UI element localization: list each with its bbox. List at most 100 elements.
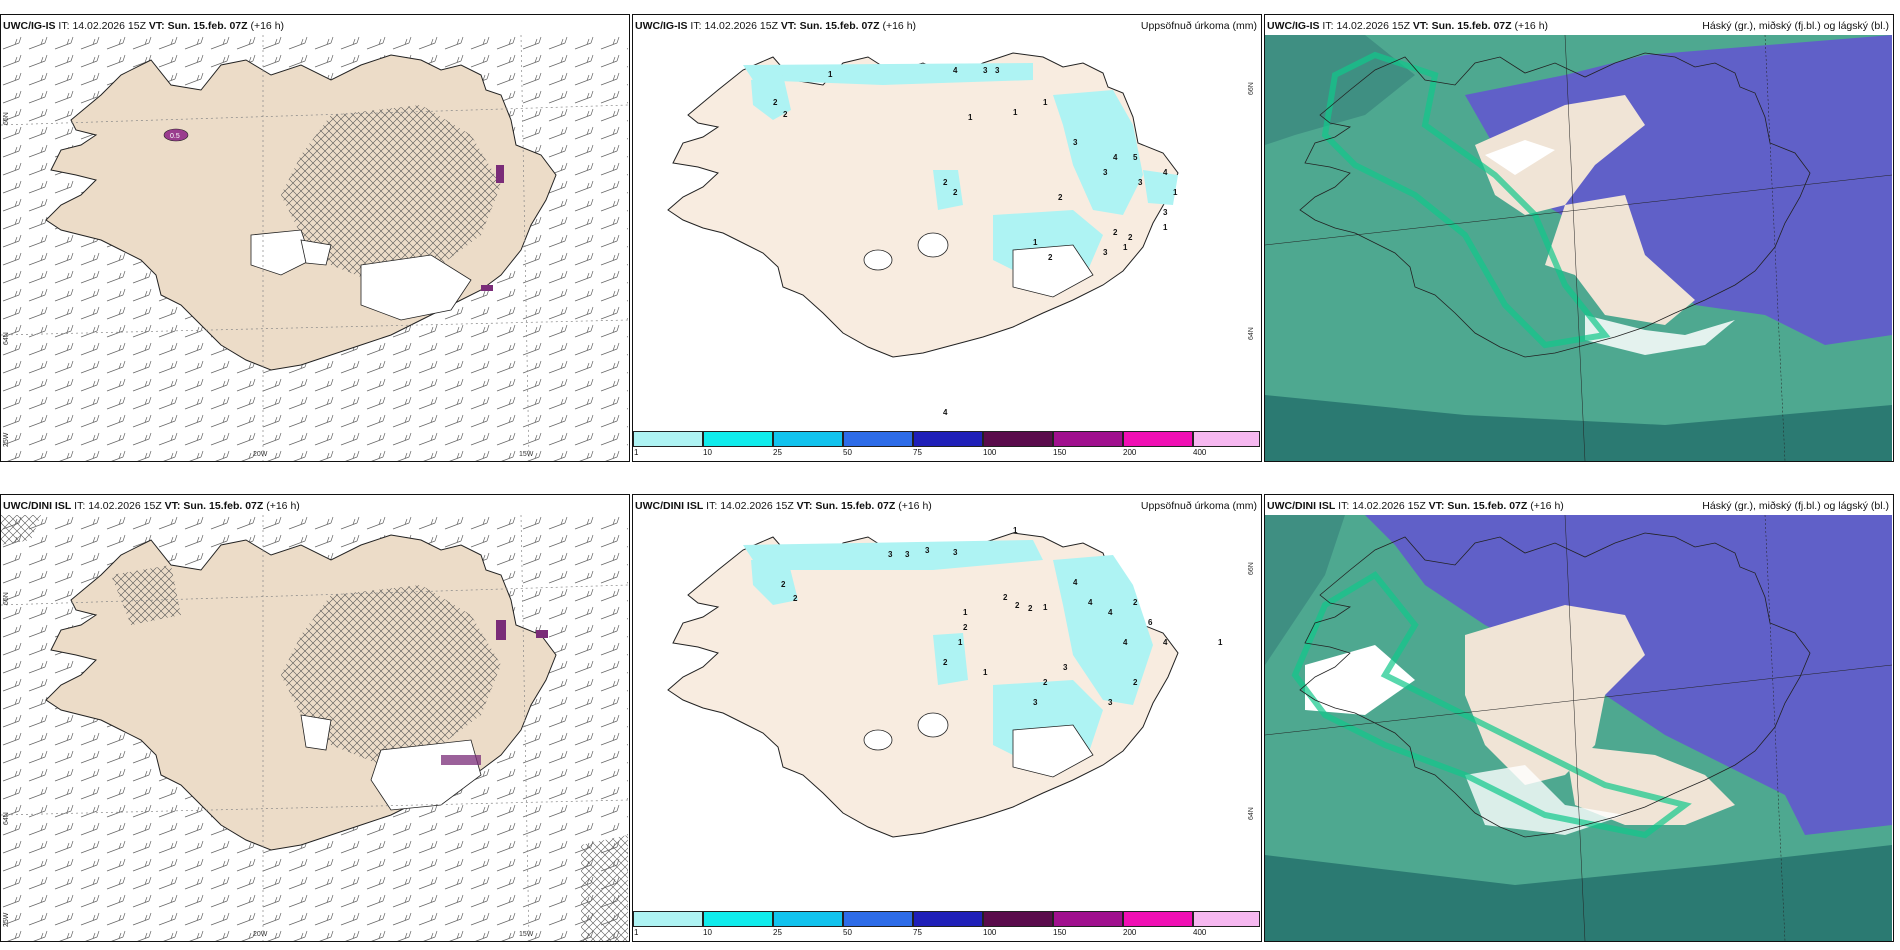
mid-cloud	[1365, 515, 1892, 835]
precip-value: 2	[943, 658, 948, 667]
precip-value: 3	[1103, 168, 1108, 177]
precip-value: 3	[1163, 208, 1168, 217]
precip-hatch	[281, 585, 501, 765]
precip-value: 2	[773, 98, 778, 107]
precip-hatch	[1, 515, 41, 545]
it-label: IT:	[706, 500, 718, 512]
longitude-line	[1564, 35, 1586, 461]
colorbar-segment	[1193, 911, 1260, 927]
precip-high-value: 0.5	[170, 133, 180, 140]
vt-label: VT:	[1412, 20, 1429, 32]
precip-value: 4	[1108, 608, 1113, 617]
precip-value: 4	[943, 408, 948, 417]
cloud-title: Háský (gr.), miðský (fj.bl.) og lágský (…	[1702, 500, 1889, 512]
lead-time: (+16 h)	[250, 20, 285, 32]
colorbar-tick: 75	[913, 928, 922, 937]
glacier	[863, 729, 893, 751]
clear-sea	[1265, 845, 1892, 941]
precip-title: Uppsöfnuð úrkoma (mm)	[1140, 500, 1257, 512]
longitude-line	[520, 35, 530, 461]
lead-time: (+16 h)	[1514, 20, 1549, 32]
high-cloud	[1585, 315, 1735, 355]
colorbar-tick: 200	[1123, 928, 1137, 937]
glacier	[360, 254, 472, 321]
precip-value: 1	[963, 608, 968, 617]
lead-time: (+16 h)	[898, 500, 932, 512]
lon-label: 15W	[519, 451, 534, 458]
precip-value: 2	[1128, 233, 1133, 242]
precip-area	[743, 540, 1043, 570]
glacier	[1012, 244, 1094, 298]
lat-label: 66N	[3, 112, 10, 125]
precip-map: 1 3 3 3 3 2 2 1 4 2 2 2 1 4 4 2 6 4 4 1 …	[667, 526, 1223, 838]
low-cloud	[1265, 515, 1345, 665]
precip-value: 1	[1033, 238, 1038, 247]
panel-header: UWC/DINI ISL IT: 14.02.2026 15Z VT: Sun.…	[1267, 497, 1891, 515]
it-label: IT:	[690, 20, 702, 32]
precip-value: 1	[1123, 243, 1128, 252]
wind-map	[1, 515, 628, 941]
precip-area	[1053, 90, 1143, 215]
vt-label: VT:	[780, 20, 797, 32]
lon-label: 20W	[253, 451, 268, 458]
precip-high-spot	[163, 128, 189, 142]
lat-label: 64N	[3, 332, 10, 345]
precip-value: 1	[828, 70, 833, 79]
vt-value: Sun. 15.feb. 07Z	[815, 500, 896, 512]
model-name: UWC/IG-IS	[1267, 20, 1320, 32]
precip-area	[1053, 555, 1153, 705]
lon-label: 15W	[519, 931, 534, 938]
high-cloud	[1485, 140, 1555, 175]
colorbar-segment	[773, 431, 843, 447]
colorbar-tick: 400	[1193, 448, 1207, 457]
model-name: UWC/IG-IS	[3, 20, 56, 32]
colorbar-segment	[843, 911, 913, 927]
model-name: UWC/DINI ISL	[1267, 500, 1336, 512]
precip-value: 1	[1163, 223, 1168, 232]
precip-value: 4	[1163, 168, 1168, 177]
lon-label: 25W	[3, 912, 10, 927]
precip-hatch	[281, 105, 501, 285]
precip-value: 2	[1028, 604, 1033, 613]
precip-area	[933, 633, 968, 685]
colorbar-segment	[703, 911, 773, 927]
precip-value: 3	[995, 66, 1000, 75]
precip-value: 3	[1033, 698, 1038, 707]
iceland-coastline	[1299, 532, 1811, 838]
lon-label: 20W	[253, 931, 268, 938]
precip-area	[743, 63, 1033, 85]
precip-value: 3	[905, 550, 910, 559]
vt-value: Sun. 15.feb. 07Z	[1431, 20, 1512, 32]
precip-title: Uppsöfnuð úrkoma (mm)	[1140, 20, 1257, 32]
precip-value: 1	[1013, 526, 1018, 535]
colorbar-tick: 75	[913, 448, 922, 457]
colorbar-segment	[913, 911, 983, 927]
precip-value: 2	[1015, 601, 1020, 610]
precip-value: 4	[1123, 638, 1128, 647]
precip-value: 1	[1218, 638, 1223, 647]
it-label: IT:	[74, 500, 86, 512]
latitude-line	[1265, 664, 1892, 736]
lat-label: 66N	[1248, 82, 1255, 95]
precip-value: 3	[1103, 248, 1108, 257]
precip-hatch	[111, 565, 181, 625]
colorbar-segment	[1123, 911, 1193, 927]
precip-value: 6	[1148, 618, 1153, 627]
glacier	[250, 229, 312, 276]
precip-value: 3	[983, 66, 988, 75]
colorbar-tick: 1	[634, 448, 639, 457]
cloud-edge	[1321, 51, 1611, 349]
it-label: IT:	[1338, 500, 1350, 512]
it-value: 14.02.2026 15Z	[1352, 500, 1426, 512]
colorbar-tick: 200	[1123, 448, 1137, 457]
glacier	[300, 239, 332, 266]
precip-map-panel-top: UWC/IG-IS IT: 14.02.2026 15Z VT: Sun. 15…	[632, 14, 1262, 462]
glacier	[917, 232, 949, 258]
lon-label: 25W	[3, 432, 10, 447]
it-value: 14.02.2026 15Z	[704, 20, 778, 32]
cloud-map-panel-bottom: UWC/DINI ISL IT: 14.02.2026 15Z VT: Sun.…	[1264, 494, 1894, 942]
panel-header: UWC/IG-IS IT: 14.02.2026 15Z VT: Sun. 15…	[635, 17, 1259, 35]
colorbar-tick: 25	[773, 448, 782, 457]
precip-value: 1	[1173, 188, 1178, 197]
precip-value: 2	[1133, 598, 1138, 607]
